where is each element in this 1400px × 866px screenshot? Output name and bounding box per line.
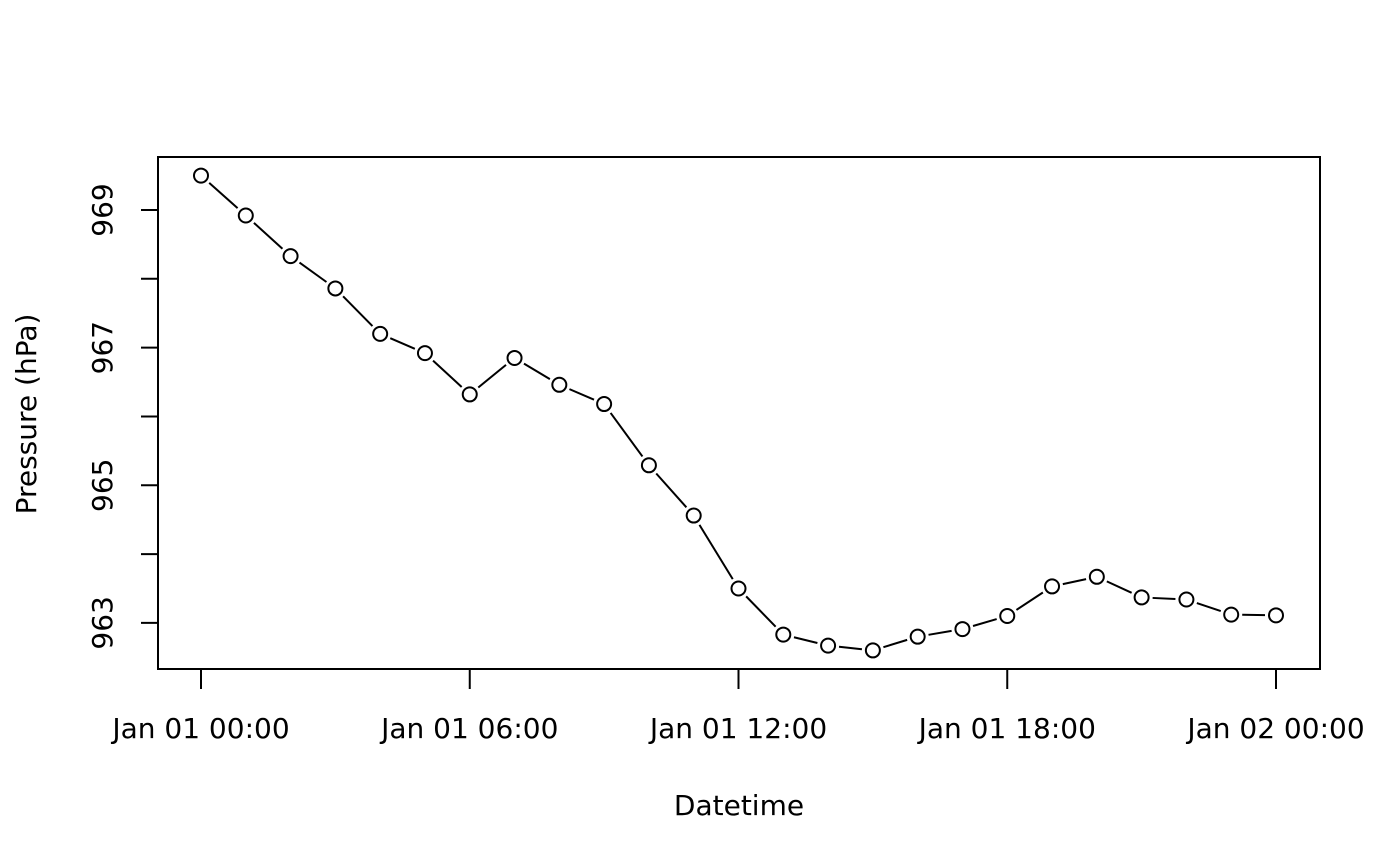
line-segment	[523, 362, 551, 380]
data-point	[640, 457, 657, 474]
data-point	[1178, 591, 1195, 608]
line-segment	[253, 222, 284, 250]
line-segment	[1152, 596, 1176, 600]
line-segment	[1196, 602, 1222, 613]
y-tick-label: 967	[86, 321, 119, 374]
line-segment	[928, 629, 952, 636]
data-point	[506, 349, 523, 366]
line-segment	[698, 524, 734, 580]
line-segment	[745, 595, 777, 628]
data-point	[551, 376, 568, 393]
y-axis: 963 965 967 969	[86, 183, 159, 650]
data-point	[864, 642, 881, 659]
data-point	[327, 280, 344, 297]
data-point	[999, 608, 1016, 625]
x-axis: Jan 01 00:00 Jan 01 06:00 Jan 01 12:00 Jan …	[110, 668, 1365, 745]
line-segment	[1062, 578, 1087, 586]
line-segment	[208, 182, 239, 209]
data-point	[282, 248, 299, 265]
data-point	[730, 580, 747, 597]
data-point	[1223, 606, 1240, 623]
line-segment	[389, 337, 416, 350]
x-tick-label: Jan 02 00:00	[1185, 712, 1364, 745]
data-point	[1133, 589, 1150, 606]
line-segment	[609, 412, 644, 458]
x-tick-label: Jan 01 12:00	[648, 712, 827, 745]
line-segment	[432, 359, 463, 388]
y-tick-label: 965	[86, 459, 119, 512]
line-segment	[342, 295, 374, 327]
line-segment	[1015, 591, 1044, 611]
data-point	[193, 167, 209, 184]
data-point	[685, 507, 702, 524]
line-segment	[972, 618, 997, 627]
x-tick-label: Jan 01 18:00	[917, 712, 1096, 745]
data-point	[461, 386, 478, 403]
data-point	[954, 621, 971, 638]
data-point	[1268, 607, 1284, 624]
line-segment	[655, 472, 688, 508]
data-point	[1088, 568, 1105, 585]
data-point	[775, 626, 792, 643]
line-segment	[569, 388, 595, 401]
line-segment	[298, 261, 328, 283]
line-segment	[1106, 580, 1133, 594]
x-tick-label: Jan 01 00:00	[110, 712, 289, 745]
x-axis-label: Datetime	[674, 789, 804, 822]
line-segment	[838, 645, 863, 651]
y-axis-label: Pressure (hPa)	[10, 314, 43, 515]
data-point	[237, 207, 254, 224]
data-point	[372, 325, 389, 342]
y-tick-label: 963	[86, 596, 119, 649]
data-point	[596, 396, 613, 413]
series-line	[193, 167, 1284, 659]
line-segment	[883, 638, 908, 649]
y-tick-label: 969	[86, 183, 119, 236]
data-point	[909, 628, 926, 645]
x-tick-label: Jan 01 06:00	[379, 712, 558, 745]
line-segment	[793, 636, 818, 644]
data-point	[820, 637, 837, 654]
line-segment	[477, 364, 507, 389]
data-point	[1044, 578, 1061, 595]
data-point	[416, 345, 433, 362]
